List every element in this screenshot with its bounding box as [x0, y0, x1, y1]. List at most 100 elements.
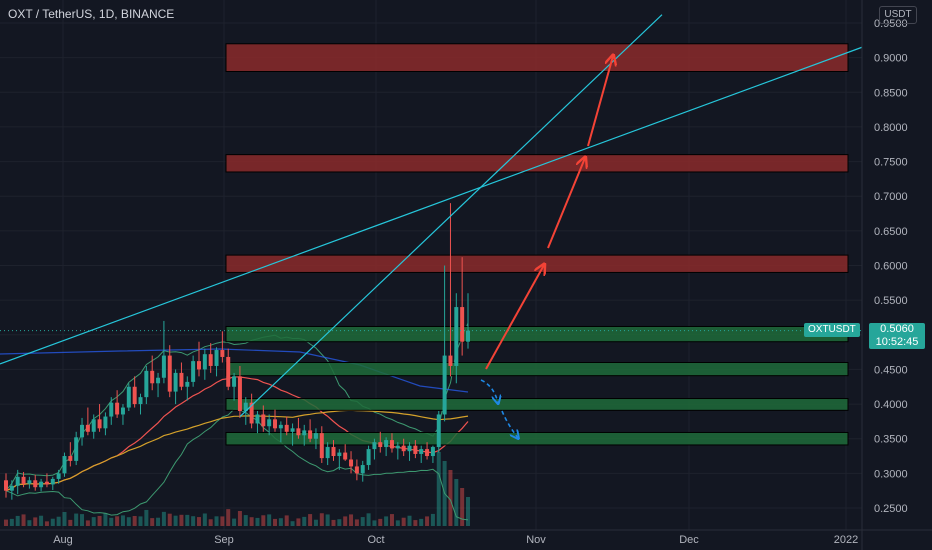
- currency-unit-button[interactable]: USDT: [879, 6, 917, 24]
- price-tick-label: 0.7000: [874, 191, 908, 203]
- candle-body: [97, 419, 102, 429]
- candle-body: [132, 386, 137, 405]
- volume-bar: [325, 514, 330, 526]
- candle-body: [138, 397, 143, 405]
- volume-bar: [103, 513, 108, 526]
- resistance-zone: [225, 154, 849, 173]
- candle-body: [21, 476, 26, 484]
- volume-bar: [267, 514, 272, 526]
- projection-arrow-up: [485, 265, 544, 370]
- volume-bar: [255, 517, 260, 526]
- candle-body: [278, 424, 283, 429]
- volume-bar: [150, 518, 155, 526]
- candle-body: [395, 445, 400, 449]
- volume-bar: [354, 519, 359, 526]
- candle-body: [126, 386, 131, 408]
- symbol-title[interactable]: OXT / TetherUS, 1D, BINANCE: [8, 7, 175, 21]
- last-price-label: 0.5060 10:52:45: [869, 323, 925, 349]
- support-zone: [225, 431, 849, 446]
- candle-body: [202, 354, 207, 370]
- volume-bar: [384, 516, 389, 526]
- candle-body: [354, 466, 359, 474]
- time-tick-label: Sep: [214, 534, 234, 546]
- projection-arrows: [480, 56, 613, 438]
- volume-bar: [273, 518, 278, 526]
- candle-body: [331, 447, 336, 457]
- candle-body: [425, 449, 430, 457]
- candle-body: [337, 452, 342, 457]
- volume-bar: [9, 518, 14, 526]
- volume-bar: [407, 515, 412, 526]
- candle-body: [267, 419, 272, 427]
- volume-bar: [360, 517, 365, 526]
- candle-body: [401, 445, 406, 452]
- candle-body: [103, 416, 108, 429]
- volume-bar: [460, 488, 465, 526]
- volume-bar: [413, 520, 418, 526]
- candle-body: [109, 402, 114, 417]
- candle-body: [313, 433, 318, 439]
- volume-bar: [126, 517, 131, 526]
- volume-bar: [261, 515, 266, 526]
- volume-bar: [290, 521, 295, 526]
- volume-bar: [395, 520, 400, 526]
- volume-bar: [331, 519, 336, 526]
- projection-arrow-up: [587, 56, 613, 147]
- time-axis: Aug Sep Oct Nov Dec 2022: [0, 529, 932, 546]
- candle-body: [220, 350, 225, 357]
- volume-bar: [378, 518, 383, 526]
- candle-body: [68, 456, 73, 461]
- candle-body: [120, 407, 125, 415]
- volume-bar: [454, 479, 459, 526]
- candle-body: [9, 485, 14, 491]
- volume-bar: [389, 514, 394, 526]
- candle-body: [232, 376, 237, 387]
- volume-bar: [366, 513, 371, 526]
- price-tick-label: 0.7500: [874, 157, 908, 169]
- candle-body: [454, 307, 459, 366]
- price-axis: 0.9500 0.9000 0.8500 0.8000 0.7500 0.7000 0.65…: [861, 0, 908, 550]
- volume-bar: [430, 513, 435, 526]
- candle-body: [62, 456, 67, 474]
- volume-bar: [308, 514, 313, 526]
- candle-body: [460, 307, 465, 342]
- volume-bar: [62, 512, 67, 526]
- candle-body: [243, 402, 248, 412]
- volume-bar: [132, 516, 137, 526]
- volume-bar: [33, 517, 38, 526]
- price-tick-label: 0.2500: [874, 503, 908, 515]
- price-tick-label: 0.9000: [874, 53, 908, 65]
- candle-body: [273, 419, 278, 429]
- candle-body: [161, 355, 166, 378]
- candle-body: [33, 480, 38, 488]
- candle-body: [249, 402, 254, 424]
- candle-body: [167, 355, 172, 392]
- volume-bar: [237, 511, 242, 526]
- candle-body: [436, 414, 441, 448]
- candle-body: [50, 478, 55, 485]
- ma-slow: [5, 409, 469, 492]
- volume-bar: [243, 515, 248, 526]
- time-tick-label: 2022: [834, 534, 858, 546]
- projection-arrow-up: [547, 158, 585, 249]
- candle-body: [27, 480, 32, 484]
- candle-body: [237, 376, 242, 412]
- trend-lines: [0, 14, 863, 417]
- candle-body: [296, 428, 301, 436]
- volume-bar: [319, 513, 324, 526]
- volume-bar: [179, 514, 184, 526]
- candle-body: [91, 419, 96, 432]
- volume-bar: [138, 516, 143, 526]
- price-tick-label: 0.6500: [874, 226, 908, 238]
- candle-body: [384, 440, 389, 448]
- candle-body: [150, 370, 155, 384]
- candle-body: [430, 447, 435, 457]
- candle-body: [208, 354, 213, 366]
- volume-bar: [337, 519, 342, 526]
- candle-body: [261, 414, 266, 427]
- price-tick-label: 0.3500: [874, 434, 908, 446]
- time-tick-label: Dec: [679, 534, 699, 546]
- volume-bar: [173, 515, 178, 526]
